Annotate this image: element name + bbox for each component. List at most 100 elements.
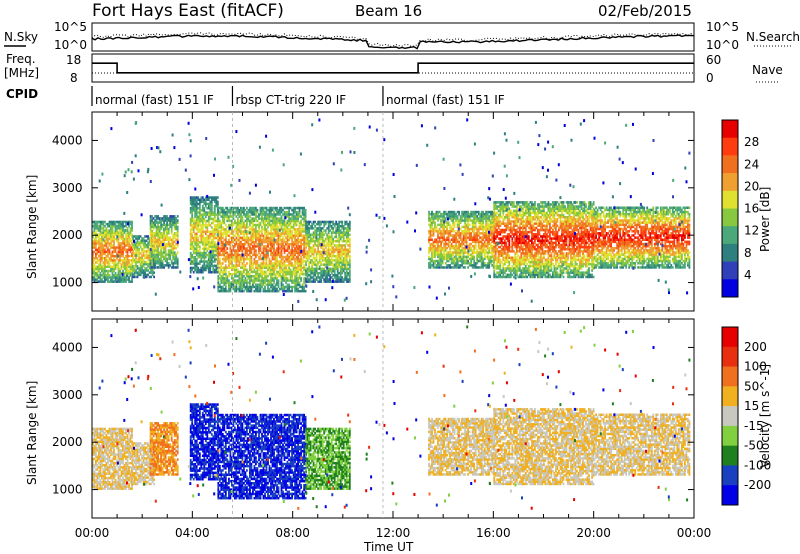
power-cell bbox=[149, 221, 152, 224]
power-cell bbox=[176, 219, 179, 222]
power-cell bbox=[108, 244, 111, 247]
power-cell bbox=[441, 225, 444, 229]
power-cell bbox=[154, 247, 156, 250]
power-cell bbox=[270, 234, 272, 237]
power-cell bbox=[476, 266, 479, 269]
power-cell bbox=[120, 246, 123, 249]
power-cell bbox=[470, 238, 473, 241]
power-cell bbox=[164, 259, 167, 263]
power-cell bbox=[93, 280, 96, 283]
power-cell bbox=[308, 274, 310, 277]
power-cell bbox=[99, 267, 102, 271]
power-cell bbox=[470, 255, 473, 259]
power-cell bbox=[229, 223, 232, 227]
power-cell bbox=[262, 266, 265, 269]
power-cell bbox=[264, 279, 266, 282]
power-cell bbox=[151, 251, 153, 254]
power-cell bbox=[252, 230, 254, 233]
power-cell bbox=[244, 228, 247, 231]
power-cell bbox=[295, 245, 298, 248]
power-cell bbox=[347, 252, 350, 256]
power-cell bbox=[107, 271, 109, 275]
power-cell bbox=[240, 281, 242, 284]
power-cell bbox=[129, 227, 132, 230]
power-cell bbox=[450, 255, 453, 259]
power-cell bbox=[224, 211, 227, 214]
power-cell bbox=[160, 236, 162, 239]
power-cell bbox=[145, 275, 148, 279]
power-cell bbox=[336, 259, 339, 262]
power-cell bbox=[228, 234, 230, 237]
power-cell bbox=[326, 242, 329, 245]
power-cell bbox=[447, 210, 450, 214]
power-cell bbox=[228, 217, 230, 220]
power-cell bbox=[305, 244, 307, 247]
power-cell bbox=[191, 241, 194, 244]
power-cell bbox=[152, 232, 155, 235]
power-cell bbox=[333, 235, 336, 239]
power-cell bbox=[464, 225, 466, 229]
power-cell bbox=[135, 265, 137, 268]
power-cell bbox=[209, 217, 212, 221]
power-cell bbox=[443, 234, 445, 237]
power-cell bbox=[235, 240, 238, 244]
power-cell bbox=[136, 265, 139, 268]
power-cell bbox=[189, 251, 192, 255]
power-cell bbox=[101, 242, 103, 245]
power-cell bbox=[133, 252, 136, 255]
power-cell bbox=[256, 234, 259, 237]
power-cell bbox=[462, 242, 465, 246]
power-cell bbox=[289, 206, 292, 210]
power-cell bbox=[152, 259, 155, 263]
power-cell bbox=[212, 241, 215, 244]
power-cell bbox=[283, 255, 286, 259]
power-cell bbox=[194, 264, 197, 268]
power-cell bbox=[117, 276, 120, 279]
power-cell bbox=[323, 244, 326, 247]
power-cell bbox=[220, 281, 223, 284]
power-cell bbox=[288, 255, 290, 259]
power-cell bbox=[107, 252, 109, 256]
power-cell bbox=[164, 230, 167, 233]
power-cell bbox=[241, 262, 244, 265]
power-cell bbox=[249, 253, 251, 257]
power-cell bbox=[224, 277, 227, 280]
power-cell bbox=[92, 242, 94, 245]
power-cell bbox=[277, 283, 280, 286]
power-cell bbox=[169, 236, 172, 239]
power-cell bbox=[167, 249, 170, 252]
power-cell bbox=[283, 264, 286, 267]
power-cell bbox=[191, 234, 194, 238]
power-cell bbox=[431, 257, 433, 261]
power-cell bbox=[253, 277, 256, 280]
power-cell bbox=[191, 207, 194, 210]
power-cell bbox=[102, 246, 105, 249]
power-cell bbox=[462, 238, 465, 241]
power-cell bbox=[203, 202, 206, 206]
power-cell bbox=[447, 215, 450, 218]
power-cell bbox=[228, 270, 230, 274]
power-cell bbox=[258, 272, 260, 276]
power-cell bbox=[320, 267, 323, 271]
power-cell bbox=[149, 255, 152, 259]
power-cell bbox=[273, 264, 275, 267]
power-cell bbox=[200, 236, 203, 240]
power-cell bbox=[464, 262, 466, 265]
power-cell bbox=[348, 274, 351, 277]
power-cell bbox=[250, 251, 253, 254]
power-cell bbox=[308, 261, 310, 264]
power-cell bbox=[327, 246, 330, 249]
power-cell bbox=[120, 242, 123, 245]
power-cell bbox=[265, 219, 268, 223]
power-cell bbox=[344, 261, 347, 264]
power-cell bbox=[441, 215, 444, 218]
power-cell bbox=[471, 266, 474, 269]
power-cell bbox=[101, 274, 103, 277]
power-cell bbox=[261, 266, 263, 269]
power-cell bbox=[155, 262, 158, 265]
power-cell bbox=[455, 244, 457, 248]
power-cell bbox=[285, 255, 287, 259]
power-cell bbox=[338, 229, 341, 232]
power-cell bbox=[258, 234, 260, 237]
power-cell bbox=[330, 248, 333, 251]
